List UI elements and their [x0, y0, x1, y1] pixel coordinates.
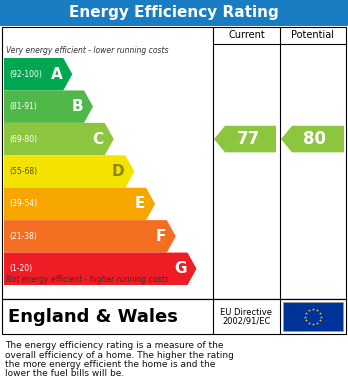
- Text: (55-68): (55-68): [9, 167, 37, 176]
- Text: F: F: [156, 229, 166, 244]
- Text: EU Directive: EU Directive: [221, 308, 272, 317]
- Bar: [2, 299, 346, 334]
- Text: England & Wales: England & Wales: [8, 307, 178, 325]
- Text: The energy efficiency rating is a measure of the: The energy efficiency rating is a measur…: [5, 341, 223, 350]
- Polygon shape: [4, 220, 176, 253]
- Text: Not energy efficient - higher running costs: Not energy efficient - higher running co…: [6, 275, 168, 284]
- Text: C: C: [93, 131, 104, 147]
- Text: (81-91): (81-91): [9, 102, 37, 111]
- Polygon shape: [4, 58, 72, 90]
- Polygon shape: [4, 155, 134, 188]
- Polygon shape: [4, 90, 93, 123]
- Text: (69-80): (69-80): [9, 135, 37, 143]
- Bar: [283, 302, 343, 331]
- Text: (92-100): (92-100): [9, 70, 42, 79]
- Text: overall efficiency of a home. The higher the rating: overall efficiency of a home. The higher…: [5, 350, 234, 359]
- Polygon shape: [281, 126, 344, 152]
- Text: 80: 80: [303, 130, 326, 148]
- Text: Very energy efficient - lower running costs: Very energy efficient - lower running co…: [6, 46, 168, 55]
- Text: 2002/91/EC: 2002/91/EC: [222, 317, 271, 326]
- Text: 77: 77: [237, 130, 260, 148]
- Polygon shape: [4, 253, 197, 285]
- Text: (1-20): (1-20): [9, 264, 32, 273]
- Polygon shape: [4, 188, 155, 220]
- Bar: [2, 27, 346, 299]
- Polygon shape: [4, 123, 114, 155]
- Text: B: B: [71, 99, 83, 114]
- Text: the more energy efficient the home is and the: the more energy efficient the home is an…: [5, 360, 215, 369]
- Text: (21-38): (21-38): [9, 232, 37, 241]
- Text: Energy Efficiency Rating: Energy Efficiency Rating: [69, 5, 279, 20]
- Text: A: A: [50, 67, 62, 82]
- Text: D: D: [112, 164, 125, 179]
- Text: Potential: Potential: [292, 30, 334, 41]
- Text: Current: Current: [228, 30, 265, 41]
- Bar: [0, 0, 348, 26]
- Polygon shape: [214, 126, 276, 152]
- Text: E: E: [135, 196, 145, 212]
- Text: lower the fuel bills will be.: lower the fuel bills will be.: [5, 369, 124, 378]
- Text: G: G: [174, 261, 187, 276]
- Text: (39-54): (39-54): [9, 199, 37, 208]
